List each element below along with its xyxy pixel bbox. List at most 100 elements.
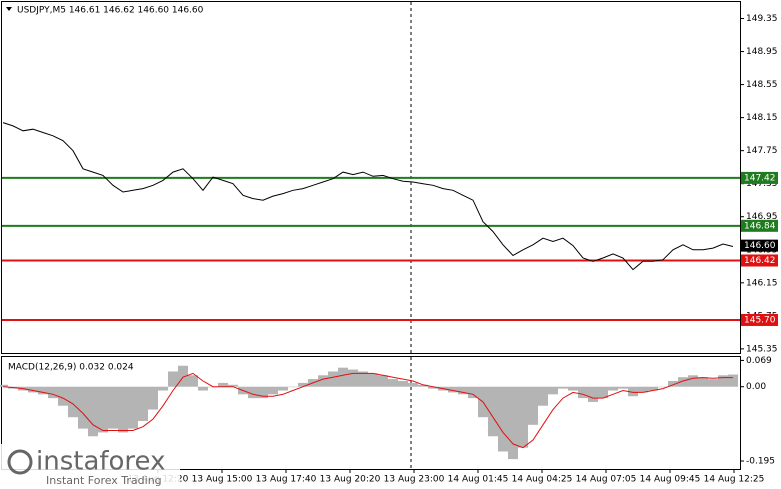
histogram-bar <box>158 386 168 391</box>
y-tick-label: 148.55 <box>746 80 778 90</box>
histogram-bar <box>468 386 478 399</box>
histogram-bar <box>538 386 548 406</box>
histogram-bar <box>0 384 8 387</box>
histogram-bar <box>228 384 238 387</box>
histogram-bar <box>618 386 628 389</box>
y-tick-label: -0.195 <box>746 457 775 467</box>
macd-pane <box>1 356 741 470</box>
x-tick-label: 13 Aug 15:00 <box>192 475 253 485</box>
histogram-bar <box>88 386 98 437</box>
histogram-bar <box>368 373 378 387</box>
x-tick-label: 14 Aug 01:45 <box>448 475 509 485</box>
menu-arrow <box>6 7 12 11</box>
x-tick-label: 14 Aug 09:45 <box>640 475 701 485</box>
histogram-bar <box>258 386 268 399</box>
histogram-bar <box>638 386 648 393</box>
histogram-bar <box>728 374 738 387</box>
y-tick-label: 145.35 <box>746 344 778 354</box>
histogram-bar <box>98 386 108 433</box>
histogram-bar <box>408 382 418 387</box>
level-label: 145.70 <box>744 315 776 325</box>
x-tick-label: 13 Aug 20:20 <box>320 475 381 485</box>
histogram-bar <box>68 386 78 418</box>
histogram-bar <box>518 386 528 448</box>
y-tick-label: 148.15 <box>746 113 778 123</box>
histogram-bar <box>38 386 48 395</box>
x-tick-label: 14 Aug 04:25 <box>512 475 573 485</box>
histogram-bar <box>188 375 198 387</box>
histogram-bar <box>678 377 688 387</box>
histogram-bar <box>608 386 618 391</box>
histogram-bar <box>58 386 68 406</box>
histogram-bar <box>338 367 348 387</box>
histogram-bar <box>658 386 668 388</box>
level-tag <box>741 219 778 232</box>
histogram-bar <box>398 381 408 387</box>
histogram-bar <box>498 386 508 452</box>
level-tag <box>741 254 778 267</box>
watermark-logo <box>7 449 33 475</box>
histogram-bar <box>698 377 708 387</box>
histogram-bar <box>578 386 588 399</box>
level-label: 147.42 <box>744 173 776 183</box>
histogram-bar <box>178 365 188 387</box>
x-tick-label: 14 Aug 07:05 <box>576 475 637 485</box>
histogram-bar <box>628 386 638 397</box>
histogram-bar <box>488 386 498 437</box>
signal-line <box>2 372 733 449</box>
histogram-bar <box>588 386 598 402</box>
y-tick-label: 146.15 <box>746 278 778 288</box>
histogram-bar <box>388 379 398 387</box>
histogram-bar <box>128 386 138 429</box>
histogram-bar <box>318 375 328 387</box>
price-line <box>2 122 734 271</box>
y-tick-label: 147.75 <box>746 146 778 156</box>
y-tick-label: 0.069 <box>746 356 772 366</box>
histogram-bar <box>28 386 38 393</box>
histogram-bar <box>598 386 608 399</box>
histogram-bar <box>298 382 308 387</box>
y-tick-label: 146.95 <box>746 212 778 222</box>
histogram-bar <box>268 386 278 395</box>
y-tick-label: 147.35 <box>746 179 778 189</box>
histogram-bar <box>248 386 258 399</box>
histogram-bar <box>378 375 388 387</box>
histogram-bar <box>358 371 368 387</box>
histogram-bar <box>418 384 428 387</box>
x-tick-label: 13 Aug 23:00 <box>384 475 445 485</box>
histogram-bar <box>328 371 338 387</box>
level-tag <box>741 171 778 184</box>
histogram-bar <box>198 386 208 391</box>
y-tick-label: 148.95 <box>746 47 778 57</box>
current-price-label: 146.60 <box>744 241 776 251</box>
histogram-bar <box>428 386 438 389</box>
watermark-brand: instaforex <box>36 447 165 477</box>
histogram-bar <box>118 386 128 433</box>
histogram-bar <box>458 386 468 395</box>
histogram-bar <box>168 371 178 387</box>
histogram-bar <box>48 386 58 399</box>
histogram-bar <box>138 386 148 421</box>
price-title: USDJPY,M5 146.61 146.62 146.60 146.60 <box>17 6 204 16</box>
histogram-bar <box>348 369 358 387</box>
level-label: 146.42 <box>744 256 776 266</box>
histogram-bar <box>278 386 288 391</box>
histogram-bar <box>448 386 458 393</box>
watermark-tagline: Instant Forex Trading <box>46 474 162 487</box>
y-tick-label: 0.00 <box>746 382 766 392</box>
histogram-bar <box>218 382 228 387</box>
histogram-bar <box>288 386 298 388</box>
level-label: 146.84 <box>744 221 776 231</box>
histogram-bar <box>148 386 158 410</box>
histogram-bar <box>568 386 578 391</box>
macd-title: MACD(12,26,9) 0.032 0.024 <box>8 363 134 373</box>
histogram-bar <box>648 386 658 391</box>
histogram-bar <box>508 386 518 460</box>
histogram-bar <box>708 379 718 387</box>
x-tick-label: 14 Aug 12:25 <box>704 475 765 485</box>
price-pane <box>1 1 741 354</box>
histogram-bar <box>718 375 728 387</box>
histogram-bar <box>528 386 538 425</box>
histogram-bar <box>108 386 118 429</box>
